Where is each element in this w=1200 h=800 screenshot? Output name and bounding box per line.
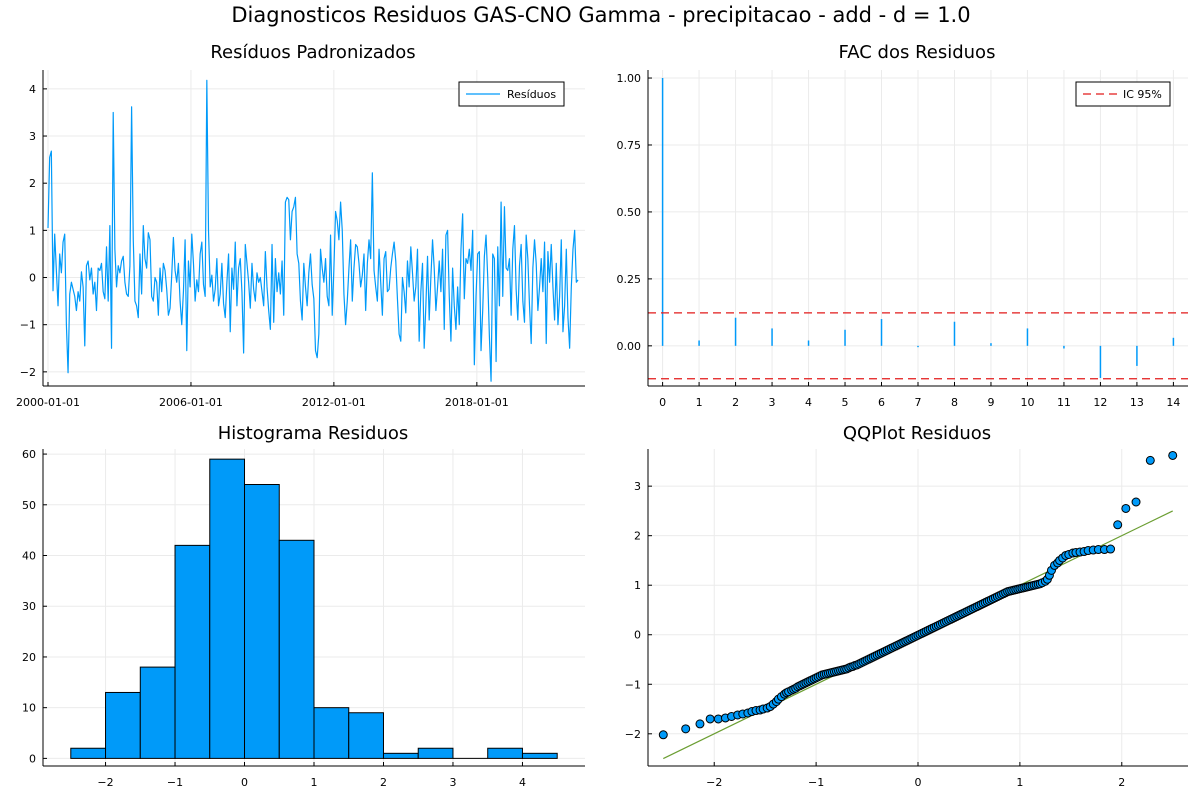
y-tick-label: 2 [634,530,641,543]
y-tick-label: 2 [29,177,36,190]
y-tick-label: 20 [22,651,36,664]
x-tick-label: 4 [805,396,812,409]
hist-bar [487,747,523,759]
x-tick-label: 0 [659,396,666,409]
x-tick-label: 11 [1057,396,1071,409]
hist-bar [174,544,211,759]
y-tick-label: 3 [634,480,641,493]
x-tick-label: −2 [97,776,113,789]
x-tick-label: 2006-01-01 [159,396,223,409]
x-tick-label: 2 [732,396,739,409]
hist-bar [139,666,176,759]
x-tick-label: 12 [1093,396,1107,409]
legend-box [1075,81,1171,107]
y-tick-label: 0.50 [617,206,642,219]
x-tick-label: −1 [808,776,824,789]
qq-point [705,714,715,724]
x-tick-label: 2000-01-01 [16,396,80,409]
y-tick-label: 50 [22,499,36,512]
y-tick-label: 0.75 [617,139,642,152]
x-tick-label: 0 [241,776,248,789]
x-tick-label: 1 [1016,776,1023,789]
y-tick-label: −1 [625,678,641,691]
hist-bar [417,747,454,759]
panel-title-residuos-padronizados: Resíduos Padronizados [210,42,415,63]
hist-bar [209,458,246,759]
qq-point [1168,450,1178,460]
legend-ic95: IC 95% [1075,81,1171,107]
x-tick-label: −1 [167,776,183,789]
hist-bar [521,752,558,759]
x-tick-label: 3 [769,396,776,409]
y-tick-label: 40 [22,550,36,563]
x-tick-label: 2 [380,776,387,789]
y-tick-label: 0.25 [617,273,642,286]
panel-qqplot-residuos: QQPlot Residuos −2 −1 0 1 2 −2 −1 0 1 2 3 [625,423,1188,789]
x-tick-label: 3 [449,776,456,789]
legend-label-ic95: IC 95% [1123,88,1162,101]
y-tick-label: 0 [29,752,36,765]
x-tick-label: 6 [878,396,885,409]
series-line-residuos [47,79,579,382]
x-tick-label: 1 [696,396,703,409]
figure-suptitle: Diagnosticos Residuos GAS-CNO Gamma - pr… [231,3,970,27]
y-tick-label: −2 [20,366,36,379]
qq-point [1131,497,1141,507]
hist-bar [105,691,141,759]
x-tick-label: 10 [1020,396,1034,409]
y-tick-label: 3 [29,130,36,143]
qq-point [681,724,691,734]
x-tick-label: 2 [1118,776,1125,789]
x-tick-label: 13 [1130,396,1144,409]
panel-title-fac-residuos: FAC dos Residuos [839,42,996,63]
y-tick-label: 1 [634,579,641,592]
panel-fac-residuos: FAC dos Residuos 0 1 2 3 4 5 6 7 8 9 10 11 12 13 140.0… [617,42,1188,409]
y-tick-label: 0.00 [617,340,642,353]
x-tick-label: 4 [519,776,526,789]
y-tick-label: 60 [22,448,36,461]
hist-bar [313,707,350,759]
y-tick-label: −1 [20,319,36,332]
panel-title-qqplot-residuos: QQPlot Residuos [843,423,991,444]
y-tick-label: 1.00 [617,72,642,85]
qq-point [1106,544,1116,554]
y-tick-label: 1 [29,224,36,237]
qq-point [1121,503,1131,513]
qq-point [658,730,668,740]
hist-bar [244,484,280,759]
x-tick-label: 9 [987,396,994,409]
x-tick-label: 14 [1166,396,1180,409]
hist-bar [382,752,419,759]
panel-title-histograma-residuos: Histograma Residuos [218,423,409,444]
qq-point [695,719,705,729]
legend-residuos: Resíduos [458,81,565,107]
legend-label-residuos: Resíduos [507,88,556,101]
y-tick-label: 4 [29,83,36,96]
hist-bar [70,747,107,759]
x-tick-label: 2012-01-01 [302,396,366,409]
hist-bar [278,539,315,759]
hist-bar [348,712,384,759]
x-tick-label: 0 [915,776,922,789]
y-tick-label: 30 [22,600,36,613]
qq-point [1113,520,1123,530]
x-tick-label: 1 [311,776,318,789]
x-tick-label: 2018-01-01 [445,396,509,409]
x-tick-label: 5 [842,396,849,409]
y-tick-label: 0 [634,629,641,642]
x-tick-label: −2 [706,776,722,789]
panel-histograma-residuos: Histograma Residuos −2 −1 0 1 2 3 401020304050… [22,423,585,789]
y-tick-label: 0 [29,272,36,285]
x-tick-label: 7 [915,396,922,409]
x-tick-label: 8 [951,396,958,409]
y-tick-label: −2 [625,728,641,741]
y-tick-label: 10 [22,702,36,715]
panel-residuos-padronizados: Resíduos Padronizados 2000-01-01 2006-01-… [16,42,585,409]
qq-point [1145,455,1155,465]
